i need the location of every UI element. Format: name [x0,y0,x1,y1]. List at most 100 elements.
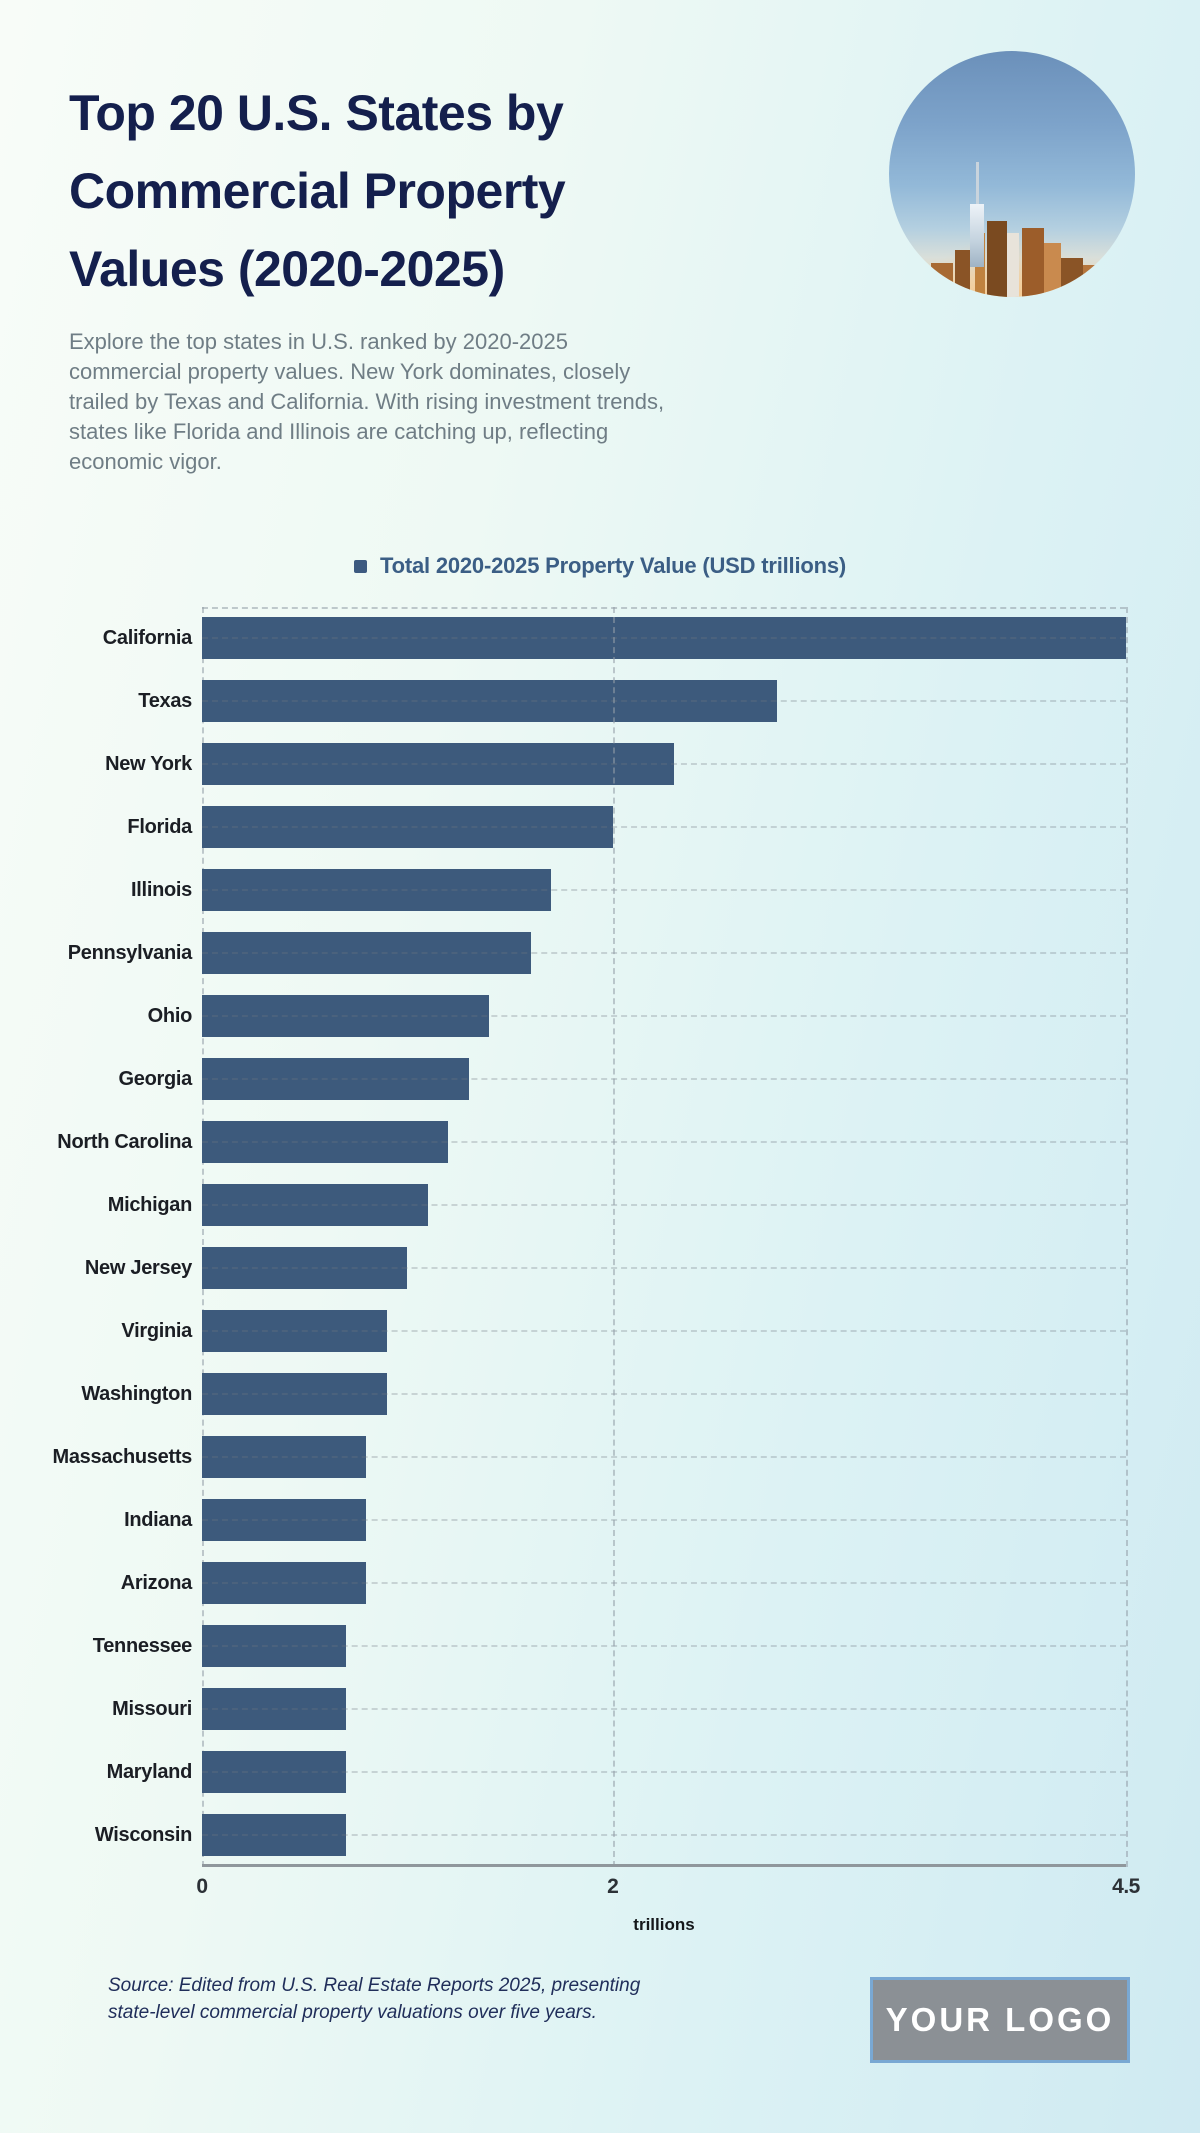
row-gridline [202,1834,1126,1836]
bar [202,1562,367,1604]
category-label: Washington [81,1383,192,1405]
bar [202,1247,408,1289]
chart-row: Tennessee [0,1615,1126,1678]
row-gridline [202,1141,1126,1143]
page-title: Top 20 U.S. States by Commercial Propert… [69,84,566,297]
bar [202,1121,449,1163]
bar-chart: California Texas New York Florida Illinois Pe… [0,607,1200,1935]
chart-row: Pennsylvania [0,922,1126,985]
skyline-building [987,220,1008,297]
chart-row: Florida [0,796,1126,859]
skyline-spire [970,161,985,268]
chart-rows: California Texas New York Florida Illinois Pe… [0,607,1126,1867]
source-line: state-level commercial property valuatio… [108,2002,597,2023]
bar-track [202,1489,1126,1552]
row-gridline [202,637,1126,639]
bar-track [202,985,1126,1048]
row-gridline [202,700,1126,702]
category-label: Missouri [112,1698,192,1720]
category-label: Tennessee [92,1635,193,1657]
skyline-building [930,262,953,297]
bar-track [202,1300,1126,1363]
bar [202,1814,346,1856]
description-line: commercial property values. New York dom… [69,359,631,384]
category-label: Ohio [147,1005,193,1027]
row-gridline [202,1708,1126,1710]
source-note: Source: Edited from U.S. Real Estate Rep… [108,1972,708,2026]
x-tick-label: 4.5 [1112,1875,1140,1898]
bar-track [202,1237,1126,1300]
bar [202,1058,469,1100]
skyline-building [1061,257,1084,297]
bar-track [202,1741,1126,1804]
skyline-building [1043,242,1062,297]
bar-track [202,1111,1126,1174]
bar [202,1310,387,1352]
description-line: economic vigor. [69,449,222,474]
category-label: Georgia [118,1068,193,1090]
bar-track [202,1048,1126,1111]
chart-row: Maryland [0,1741,1126,1804]
bar [202,995,490,1037]
bar-track [202,922,1126,985]
category-label: Virginia [121,1320,192,1342]
bar-track [202,1615,1126,1678]
row-gridline [202,1330,1126,1332]
category-label: Michigan [107,1194,193,1216]
bar [202,1436,367,1478]
bar [202,617,1126,659]
bar [202,680,777,722]
chart-row: New Jersey [0,1237,1126,1300]
chart-legend: Total 2020-2025 Property Value (USD tril… [0,548,1200,584]
skyline-building [1083,265,1096,297]
category-label: North Carolina [57,1131,192,1153]
row-gridline [202,1267,1126,1269]
category-label: California [102,627,193,649]
chart-row: Illinois [0,859,1126,922]
vertical-gridline [202,607,204,1867]
category-label: Florida [127,816,192,838]
category-label: Texas [138,690,192,712]
row-gridline [202,1582,1126,1584]
bar-track [202,607,1126,670]
chart-row: Wisconsin [0,1804,1126,1867]
bar [202,869,552,911]
row-gridline [202,1645,1126,1647]
x-tick-label: 2 [607,1875,619,1898]
category-label: New York [105,753,192,775]
plot-top-gridline [202,607,1126,609]
x-axis-label: trillions [633,1915,695,1934]
description-line: Explore the top states in U.S. ranked by… [69,329,568,354]
category-label: Indiana [124,1509,192,1531]
row-gridline [202,1015,1126,1017]
chart-description: Explore the top states in U.S. ranked by… [69,327,849,477]
source-line: Source: Edited from U.S. Real Estate Rep… [108,1975,641,1996]
description-line: trailed by Texas and California. With ri… [69,389,665,414]
chart-row: Michigan [0,1174,1126,1237]
category-label: Wisconsin [94,1824,192,1846]
chart-row: North Carolina [0,1111,1126,1174]
bar [202,1184,428,1226]
plot-area: California Texas New York Florida Illinois Pe… [0,607,1128,1867]
bar-track [202,1804,1126,1867]
x-axis-line [202,1864,1126,1867]
row-gridline [202,952,1126,954]
spire-antenna [976,161,980,204]
chart-row: New York [0,733,1126,796]
category-label: Maryland [106,1761,193,1783]
vertical-gridline [612,607,615,1867]
bar-track [202,1678,1126,1741]
row-gridline [202,1456,1126,1458]
bar [202,1688,346,1730]
chart-row: Ohio [0,985,1126,1048]
bar-track [202,733,1126,796]
row-gridline [202,1771,1126,1773]
bar-track [202,1363,1126,1426]
x-tick-label: 0 [196,1875,208,1898]
bar-track [202,1426,1126,1489]
chart-row: Virginia [0,1300,1126,1363]
bar [202,932,531,974]
logo-placeholder: YOUR LOGO [870,1977,1130,2063]
category-label: New Jersey [84,1257,192,1279]
